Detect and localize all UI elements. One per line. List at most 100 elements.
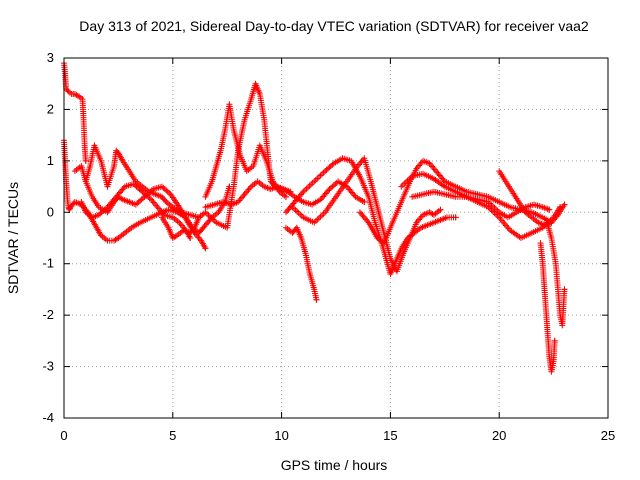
data-point	[134, 200, 141, 207]
series-track-i	[282, 224, 320, 303]
data-point	[145, 193, 152, 200]
data-point	[320, 210, 327, 217]
data-point	[358, 158, 365, 165]
x-tick-label: 20	[492, 428, 506, 443]
data-point	[301, 187, 308, 194]
data-point	[312, 176, 319, 183]
series-track-o	[496, 168, 568, 229]
data-point	[195, 234, 202, 241]
series-track-g	[202, 101, 289, 200]
series-track-k	[289, 155, 444, 275]
data-point	[398, 183, 405, 190]
y-tick-label: 1	[47, 153, 54, 168]
data-point	[306, 182, 313, 189]
x-axis-label: GPS time / hours	[281, 457, 388, 473]
data-point	[134, 184, 141, 191]
series-track-p	[537, 240, 558, 375]
data-point	[361, 199, 368, 205]
data-point	[314, 175, 321, 182]
data-point	[327, 184, 334, 191]
data-point	[319, 212, 326, 219]
data-point	[294, 208, 301, 215]
chart-title: Day 313 of 2021, Sidereal Day-to-day VTE…	[79, 18, 589, 34]
y-tick-label: 3	[47, 50, 54, 65]
data-point	[416, 216, 423, 223]
data-point	[151, 201, 158, 208]
axes: 0 5 10 15 20 25 -4 -3 -2 -1 0 1 2 3	[42, 50, 615, 443]
data-point	[135, 199, 142, 205]
data-point	[138, 196, 145, 203]
data-point	[332, 181, 339, 187]
data-point	[287, 188, 294, 195]
data-point	[437, 206, 444, 213]
series-track-e	[82, 142, 202, 221]
data-point	[146, 195, 153, 202]
x-tick-label: 25	[601, 428, 615, 443]
data-point	[166, 190, 173, 196]
data-point	[292, 207, 299, 214]
data-point	[330, 182, 337, 189]
data-point	[320, 169, 327, 176]
data-point	[149, 197, 156, 204]
data-point	[237, 195, 244, 202]
data-point	[203, 210, 210, 217]
data-point	[326, 164, 333, 171]
series-track-n	[409, 188, 553, 221]
data-point	[139, 188, 146, 195]
data-point	[137, 187, 144, 194]
data-point	[98, 209, 105, 216]
data-point	[313, 296, 320, 303]
data-point	[238, 194, 245, 201]
data-point	[245, 186, 252, 193]
data-point	[153, 202, 160, 209]
data-point	[429, 163, 436, 170]
data-point	[315, 174, 322, 181]
data-point	[172, 233, 179, 240]
y-tick-label: 0	[47, 204, 54, 219]
y-tick-label: -4	[42, 410, 54, 425]
data-point	[161, 186, 168, 193]
data-point	[323, 166, 330, 173]
data-point	[158, 183, 165, 190]
data-point	[143, 192, 150, 199]
data-point	[140, 190, 147, 196]
data-point	[154, 204, 161, 211]
x-tick-label: 5	[169, 428, 176, 443]
data-point	[97, 210, 104, 217]
data-point	[329, 161, 336, 168]
y-tick-label: -2	[42, 307, 54, 322]
data-point	[329, 183, 336, 190]
data-point	[364, 218, 371, 225]
data-point	[308, 181, 315, 188]
data-point	[246, 185, 253, 192]
data-point	[295, 210, 302, 217]
series-track-l	[356, 157, 555, 247]
data-point	[452, 214, 459, 221]
data-point	[319, 171, 326, 178]
data-point	[82, 157, 89, 164]
data-point	[150, 199, 157, 206]
data-point	[162, 197, 169, 204]
data-point	[113, 235, 120, 242]
data-point	[309, 179, 316, 186]
y-tick-label: -3	[42, 359, 54, 374]
data-point	[299, 190, 306, 197]
data-point	[177, 221, 184, 228]
data-point	[546, 206, 553, 213]
data-point	[551, 337, 558, 344]
data-point	[297, 211, 304, 218]
data-point	[136, 186, 143, 193]
data-point	[325, 187, 332, 194]
data-point	[305, 184, 312, 191]
data-point	[95, 211, 102, 218]
data-point	[416, 162, 423, 169]
x-tick-label: 15	[383, 428, 397, 443]
data-point	[142, 191, 149, 198]
data-point	[140, 195, 147, 202]
data-point	[311, 178, 318, 185]
data-point	[160, 184, 167, 191]
data-points	[61, 60, 568, 375]
data-point	[133, 183, 140, 190]
data-point	[118, 195, 125, 202]
